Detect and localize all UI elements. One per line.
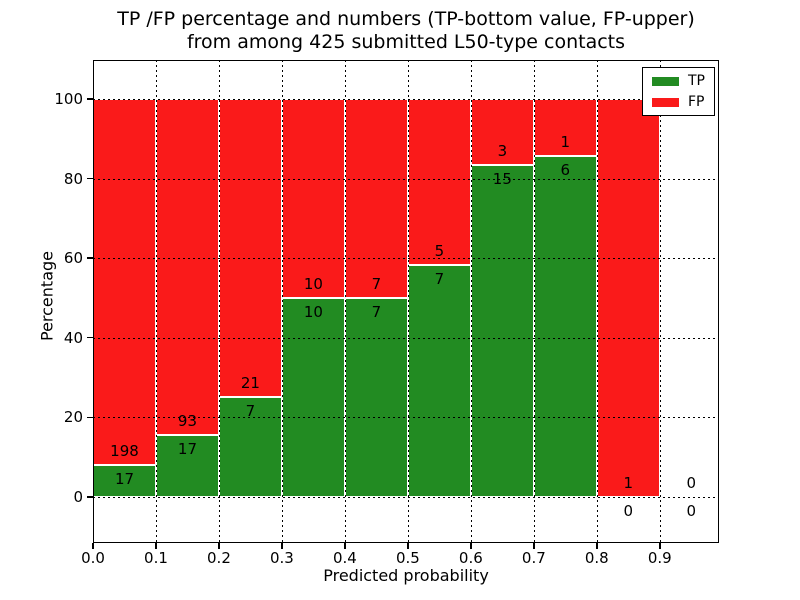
fp-count-label: 21 <box>240 374 260 393</box>
legend-swatch-fp <box>652 97 679 107</box>
bar-tp-segment <box>407 264 471 497</box>
bar-fp-segment <box>155 98 219 436</box>
bar-fp-segment <box>344 98 408 298</box>
x-tick-label: 0.3 <box>269 549 294 567</box>
gridline-vertical <box>407 60 409 543</box>
gridline-horizontal <box>93 417 719 419</box>
legend-swatch-tp <box>652 76 679 86</box>
x-tick-label: 0.4 <box>332 549 357 567</box>
plot-area: TP FP 198 17 93 17 21 7 10 10 7 7 5 7 3 15 1 6 1 0 0 0 0 20 40… <box>54 60 719 567</box>
legend-label-fp: FP <box>688 94 705 110</box>
fp-count-label: 7 <box>371 274 382 293</box>
bar-tp-segment <box>93 465 156 497</box>
gridline-vertical <box>155 60 157 543</box>
chart-title: TP /FP percentage and numbers (TP-bottom… <box>93 8 719 54</box>
fp-count-label: 3 <box>497 142 508 161</box>
y-axis-tick <box>87 98 93 100</box>
gridline-horizontal <box>93 258 719 260</box>
x-tick-label: 0.9 <box>647 549 672 567</box>
x-axis-tick <box>281 543 283 549</box>
tp-count-label: 15 <box>492 170 512 189</box>
gridline-vertical <box>533 60 535 543</box>
tp-count-label: 10 <box>303 302 323 321</box>
y-tick-label: 0 <box>73 487 83 506</box>
x-axis-tick <box>155 543 157 549</box>
tp-count-label: 7 <box>434 269 445 288</box>
tp-count-label: 17 <box>177 440 197 459</box>
legend: TP FP <box>642 67 715 116</box>
bar-tp-segment <box>470 165 534 497</box>
tp-count-label: 0 <box>623 501 634 520</box>
bar-tp-segment <box>344 297 408 497</box>
fp-count-label: 10 <box>303 274 323 293</box>
bar-fp-segment <box>93 98 156 466</box>
gridline-horizontal <box>93 98 719 100</box>
y-axis-tick <box>87 416 93 419</box>
fp-count-label: 93 <box>177 412 197 431</box>
tp-count-label: 7 <box>371 302 382 321</box>
x-axis-tick <box>344 543 346 549</box>
gridline-vertical <box>344 60 346 543</box>
gridline-vertical <box>470 60 472 543</box>
x-axis-tick <box>218 543 220 549</box>
x-tick-label: 0.2 <box>207 549 231 567</box>
x-axis-tick <box>596 543 598 549</box>
x-axis-tick <box>407 543 409 549</box>
y-tick-label: 40 <box>63 328 83 347</box>
x-tick-label: 0.8 <box>584 549 609 567</box>
tp-count-label: 17 <box>114 470 135 489</box>
gridline-horizontal <box>93 178 719 180</box>
bar-fp-segment <box>596 98 660 497</box>
fp-count-label: 5 <box>434 241 445 260</box>
x-tick-label: 0.0 <box>81 549 105 567</box>
gridline-vertical <box>596 60 598 543</box>
x-tick-label: 0.1 <box>144 549 168 567</box>
y-axis-tick <box>87 257 93 259</box>
fp-count-label: 198 <box>110 442 139 461</box>
gridline-vertical <box>659 60 661 543</box>
gridline-horizontal <box>93 496 719 498</box>
x-axis-tick <box>470 543 472 549</box>
tp-count-label: 7 <box>245 402 256 421</box>
x-tick-label: 0.6 <box>458 549 483 567</box>
legend-entry-tp: TP <box>652 73 705 89</box>
bar-fp-segment <box>218 98 282 398</box>
bar-fp-segment <box>470 98 534 166</box>
fp-count-label: 0 <box>686 473 697 492</box>
legend-entry-fp: FP <box>652 94 705 110</box>
bar-fp-segment <box>407 98 471 265</box>
bar-tp-segment <box>218 397 282 497</box>
tp-count-label: 6 <box>560 160 571 179</box>
legend-label-tp: TP <box>688 73 705 89</box>
fp-count-label: 1 <box>560 132 571 151</box>
x-axis-tick <box>92 543 94 549</box>
chart-title-line1: TP /FP percentage and numbers (TP-bottom… <box>117 8 695 30</box>
y-axis-tick <box>87 496 93 498</box>
bar-fp-segment <box>281 98 345 298</box>
gridline-vertical <box>281 60 283 543</box>
gridline-horizontal <box>93 337 719 339</box>
y-axis-tick <box>87 336 93 339</box>
bar-tp-segment <box>533 155 597 497</box>
x-axis-label: Predicted probability <box>323 566 489 585</box>
x-tick-label: 0.5 <box>395 549 420 567</box>
tp-count-label: 0 <box>686 501 697 520</box>
fp-count-label: 1 <box>623 473 634 492</box>
chart-title-line2: from among 425 submitted L50-type contac… <box>186 31 626 53</box>
bar-tp-segment <box>281 297 345 497</box>
gridline-vertical <box>218 60 220 543</box>
y-tick-label: 60 <box>63 249 83 268</box>
y-tick-label: 100 <box>54 89 83 108</box>
y-tick-label: 20 <box>63 408 83 427</box>
y-tick-label: 80 <box>63 169 83 188</box>
y-axis-tick <box>87 177 93 180</box>
x-axis-tick <box>659 543 661 549</box>
x-axis-tick <box>533 543 535 549</box>
x-tick-label: 0.7 <box>521 549 546 567</box>
